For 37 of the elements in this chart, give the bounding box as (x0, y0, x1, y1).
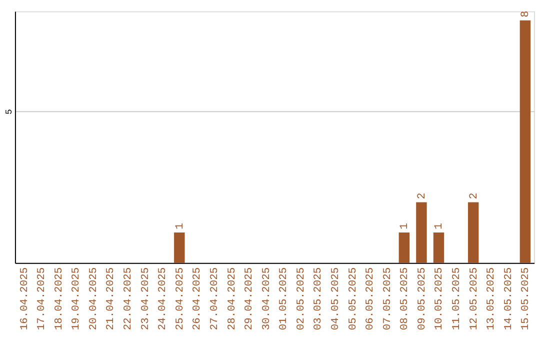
y-tick-label: 5 (4, 109, 14, 114)
x-tick-label: 26.04.2025 (192, 267, 204, 330)
x-tick-label: 19.04.2025 (70, 267, 83, 330)
x-tick-label: 29.04.2025 (244, 267, 256, 330)
x-tick-label: 10.05.2025 (434, 267, 446, 330)
x-tick-label: 27.04.2025 (208, 267, 221, 330)
x-tick-label: 30.04.2025 (260, 267, 273, 330)
x-tick-label: 28.04.2025 (226, 267, 238, 330)
x-tick-label: 16.04.2025 (18, 267, 31, 330)
x-tick-label: 22.04.2025 (122, 267, 135, 330)
x-tick-label: 09.05.2025 (416, 267, 428, 330)
x-tick-label: 08.05.2025 (399, 267, 412, 330)
data-label: 2 (416, 192, 428, 200)
x-tick-label: 14.05.2025 (502, 267, 515, 330)
data-label: 1 (174, 222, 186, 230)
x-tick-label: 03.05.2025 (312, 267, 325, 330)
data-label: 8 (520, 10, 532, 18)
x-tick-label: 07.05.2025 (382, 267, 394, 330)
x-tick-label: 12.05.2025 (468, 267, 480, 330)
x-tick-label: 24.04.2025 (157, 267, 170, 330)
x-tick-label: 17.04.2025 (36, 267, 48, 330)
x-tick-label: 04.05.2025 (330, 267, 342, 330)
x-tick-label: 25.04.2025 (174, 267, 186, 330)
x-tick-label: 18.04.2025 (53, 267, 66, 330)
x-tick-label: 05.05.2025 (347, 267, 360, 330)
x-tick-label: 01.05.2025 (278, 267, 290, 330)
x-tick-label: 23.04.2025 (140, 267, 152, 330)
data-label: 2 (468, 192, 480, 200)
data-label: 1 (434, 222, 446, 230)
x-tick-label: 15.05.2025 (520, 267, 532, 330)
x-tick-label: 06.05.2025 (364, 267, 377, 330)
x-tick-label: 21.04.2025 (105, 267, 118, 330)
data-label: 1 (399, 222, 412, 230)
x-tick-label: 13.05.2025 (486, 267, 498, 330)
x-tick-label: 02.05.2025 (295, 267, 308, 330)
x-tick-label: 20.04.2025 (88, 267, 100, 330)
x-tick-label: 11.05.2025 (451, 267, 464, 330)
